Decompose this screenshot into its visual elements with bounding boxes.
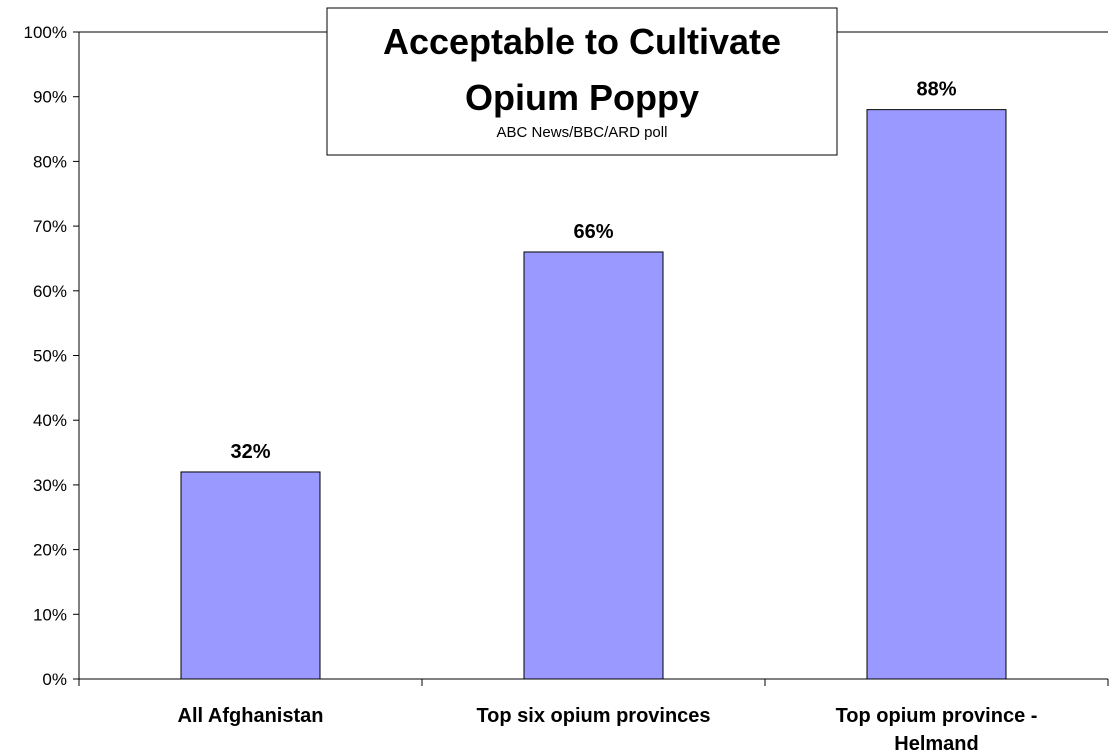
y-tick-label: 70% [33, 217, 67, 236]
y-tick-label: 30% [33, 476, 67, 495]
y-tick-label: 50% [33, 347, 67, 366]
chart-subtitle: ABC News/BBC/ARD poll [497, 124, 668, 141]
y-tick-label: 90% [33, 88, 67, 107]
bar [866, 109, 1007, 680]
data-label: 32% [230, 441, 270, 463]
category-label: All Afghanistan [178, 705, 324, 727]
y-tick-label: 0% [42, 670, 67, 689]
bars [180, 109, 1007, 680]
y-tick-label: 100% [24, 23, 67, 42]
data-label: 88% [916, 79, 956, 101]
title-box-frame [326, 7, 838, 156]
bar [180, 471, 321, 680]
labels: 0% 10% 20% 30% 40% 50% 60% 70% 80% 90% 100% 32% All … [24, 23, 1038, 753]
y-tick-label: 80% [33, 152, 67, 171]
category-label: Helmand [894, 733, 978, 753]
title-box: Acceptable to Cultivate Opium Poppy ABC … [326, 7, 838, 156]
chart-title-line-2: Opium Poppy [465, 77, 699, 118]
y-tick-label: 40% [33, 411, 67, 430]
chart-title-line-1: Acceptable to Cultivate [383, 21, 781, 62]
category-label: Top opium province - [836, 705, 1038, 727]
y-tick-label: 10% [33, 605, 67, 624]
data-label: 66% [573, 221, 613, 243]
bar [523, 251, 664, 680]
y-tick-label: 20% [33, 541, 67, 560]
y-tick-label: 60% [33, 282, 67, 301]
category-label: Top six opium provinces [476, 705, 710, 727]
